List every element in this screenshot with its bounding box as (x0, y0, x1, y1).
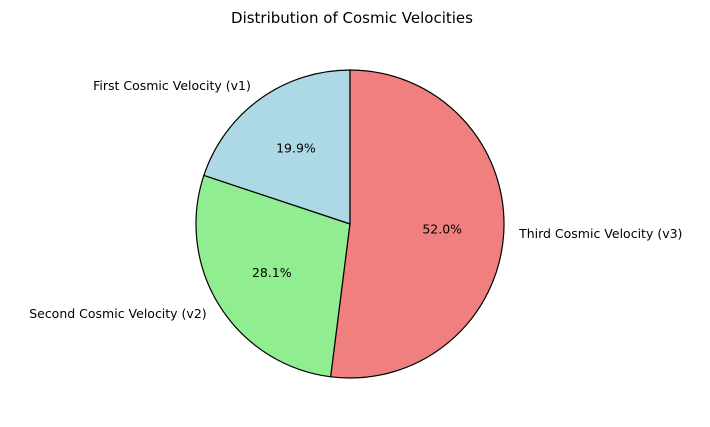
percent-label-v1: 19.9% (276, 141, 316, 156)
percent-label-v2: 28.1% (252, 265, 292, 280)
percent-label-v3: 52.0% (422, 221, 462, 236)
chart-title: Distribution of Cosmic Velocities (231, 9, 473, 27)
pie-slice-v1 (203, 69, 351, 225)
pie-labels: First Cosmic Velocity (v1) 19.9% Second Co… (29, 78, 682, 321)
slice-label-v2: Second Cosmic Velocity (v2) (29, 306, 206, 321)
slice-label-v3: Third Cosmic Velocity (v3) (518, 226, 682, 241)
pie-slices (195, 69, 505, 379)
pie-slice-v3 (330, 69, 505, 379)
slice-label-v1: First Cosmic Velocity (v1) (93, 78, 251, 93)
pie-slice-v2 (195, 174, 351, 378)
